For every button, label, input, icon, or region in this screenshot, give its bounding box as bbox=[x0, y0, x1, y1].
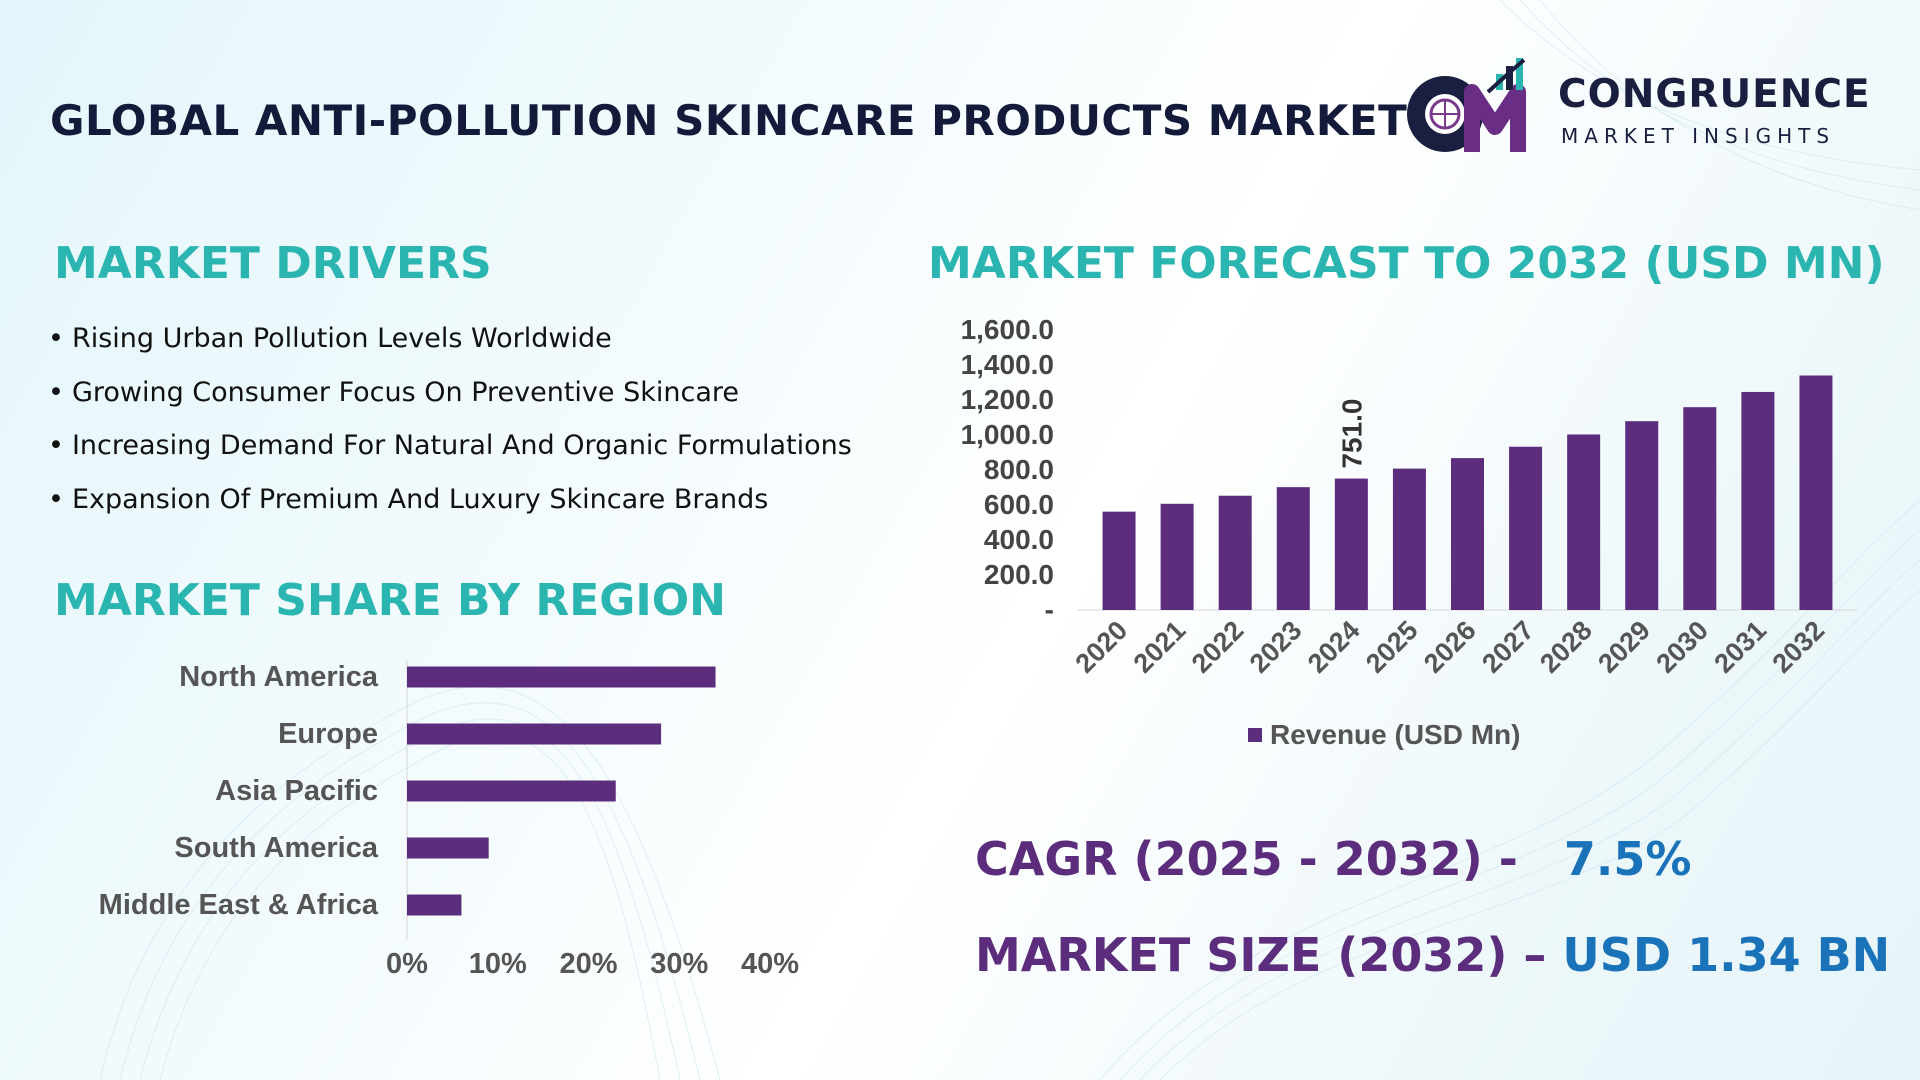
x-tick-label: 2024 bbox=[1302, 615, 1366, 679]
logo-text-main: CONGRUENCE bbox=[1558, 72, 1871, 117]
revenue-bar bbox=[1509, 446, 1543, 610]
drivers-list: • Rising Urban Pollution Levels Worldwide… bbox=[48, 323, 852, 537]
cagr-kpi: CAGR (2025 - 2032) - 7.5% bbox=[975, 832, 1691, 886]
x-tick-label: 0% bbox=[386, 948, 428, 980]
x-tick-label: 2023 bbox=[1244, 615, 1308, 679]
legend-swatch bbox=[1248, 728, 1262, 742]
revenue-bar bbox=[1334, 478, 1368, 610]
company-logo: CONGRUENCE MARKET INSIGHTS bbox=[1400, 52, 1880, 162]
forecast-title: MARKET FORECAST TO 2032 (USD MN) bbox=[928, 238, 1885, 289]
legend-label: Revenue (USD Mn) bbox=[1270, 719, 1520, 750]
revenue-forecast-chart: - 200.0 400.0 600.0 800.0 1,000.0 1,200.0 1,400… bbox=[961, 314, 1857, 750]
region-bar bbox=[407, 780, 616, 802]
driver-item: • Rising Urban Pollution Levels Worldwide bbox=[48, 323, 612, 354]
x-tick-label: 2029 bbox=[1592, 615, 1656, 679]
driver-item: • Expansion Of Premium And Luxury Skincar… bbox=[48, 483, 769, 515]
y-tick-label: 400.0 bbox=[984, 524, 1054, 555]
x-tick-label: 2030 bbox=[1650, 615, 1714, 679]
x-tick-label: 2031 bbox=[1708, 615, 1772, 679]
x-tick-label: 40% bbox=[741, 948, 799, 980]
market-size-value: USD 1.34 BN bbox=[1562, 928, 1891, 982]
x-tick-label: 10% bbox=[469, 948, 527, 980]
data-label: 751.0 bbox=[1336, 398, 1367, 468]
x-tick-label: 2027 bbox=[1476, 615, 1540, 679]
revenue-bar bbox=[1567, 434, 1601, 610]
x-tick-label: 30% bbox=[650, 948, 708, 980]
category-label: Middle East & Africa bbox=[99, 889, 379, 921]
x-tick-label: 20% bbox=[559, 948, 617, 980]
region-bar bbox=[407, 723, 662, 745]
y-tick-label: 800.0 bbox=[984, 454, 1054, 485]
revenue-bar bbox=[1799, 375, 1833, 610]
revenue-bar bbox=[1451, 458, 1484, 610]
region-bar bbox=[407, 894, 462, 916]
logo-text-sub: MARKET INSIGHTS bbox=[1561, 124, 1836, 148]
y-tick-label: 200.0 bbox=[984, 559, 1054, 590]
market-size-label: MARKET SIZE (2032) – bbox=[975, 928, 1547, 982]
category-label: North America bbox=[179, 661, 379, 693]
revenue-bar bbox=[1741, 391, 1775, 610]
drivers-title: MARKET DRIVERS bbox=[54, 238, 492, 289]
logo-mark-icon bbox=[1407, 58, 1526, 152]
x-tick-label: 2026 bbox=[1418, 615, 1482, 679]
region-share-chart: North America Europe Asia Pacific South Ame… bbox=[99, 660, 799, 980]
x-tick-label: 2021 bbox=[1128, 615, 1192, 679]
y-tick-label: 1,600.0 bbox=[961, 314, 1054, 345]
category-label: South America bbox=[174, 832, 378, 864]
y-tick-label: 1,000.0 bbox=[961, 419, 1054, 450]
region-bar bbox=[407, 666, 716, 688]
driver-item: • Growing Consumer Focus On Preventive Sk… bbox=[48, 376, 739, 408]
page-title: GLOBAL ANTI-POLLUTION SKINCARE PRODUCTS … bbox=[50, 96, 1408, 145]
region-title: MARKET SHARE BY REGION bbox=[54, 575, 726, 626]
cagr-label: CAGR (2025 - 2032) - bbox=[975, 832, 1518, 886]
x-tick-label: 2022 bbox=[1186, 615, 1250, 679]
revenue-bar bbox=[1160, 503, 1194, 610]
driver-item: • Increasing Demand For Natural And Organ… bbox=[48, 430, 852, 461]
revenue-bar bbox=[1683, 407, 1717, 610]
revenue-bar bbox=[1392, 468, 1426, 610]
revenue-bar bbox=[1218, 495, 1252, 610]
x-tick-label: 2028 bbox=[1534, 615, 1598, 679]
revenue-bar bbox=[1102, 511, 1136, 610]
cagr-value: 7.5% bbox=[1563, 832, 1692, 886]
revenue-bar bbox=[1625, 421, 1659, 610]
y-tick-label: - bbox=[1045, 594, 1054, 625]
market-size-kpi: MARKET SIZE (2032) – USD 1.34 BN bbox=[975, 928, 1890, 982]
category-label: Europe bbox=[278, 718, 378, 750]
x-tick-label: 2025 bbox=[1360, 615, 1424, 679]
revenue-bar bbox=[1276, 487, 1310, 610]
y-tick-label: 1,400.0 bbox=[961, 349, 1054, 380]
y-tick-label: 600.0 bbox=[984, 489, 1054, 520]
y-tick-label: 1,200.0 bbox=[961, 384, 1054, 415]
category-label: Asia Pacific bbox=[215, 775, 378, 807]
region-bar bbox=[407, 837, 489, 859]
x-tick-label: 2020 bbox=[1070, 615, 1134, 679]
x-tick-label: 2032 bbox=[1767, 615, 1831, 679]
